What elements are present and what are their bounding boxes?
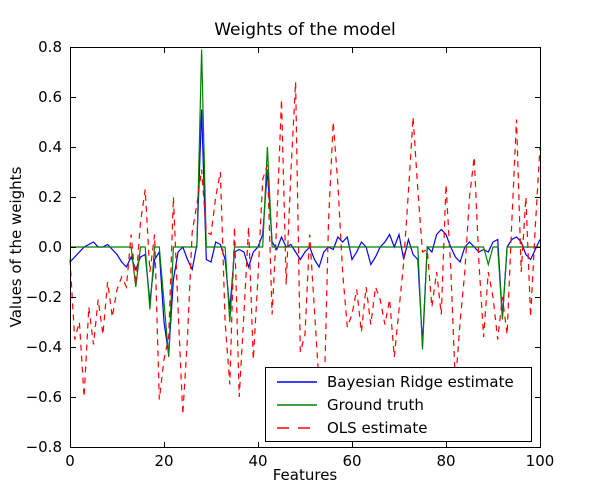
axes-frame-and-ticks (70, 47, 541, 448)
x-tick-label: 0 (65, 452, 75, 470)
y-tick-label: 0.4 (38, 138, 62, 156)
x-axis-label: Features (272, 466, 338, 484)
y-tick-label: −0.6 (26, 388, 62, 406)
x-tick-label: 40 (248, 452, 267, 470)
y-tick-label: 0.2 (38, 188, 62, 206)
y-tick-label: −0.2 (26, 288, 62, 306)
legend-label-ols-estimate: OLS estimate (327, 419, 427, 437)
x-tick-label: 60 (342, 452, 361, 470)
legend-label-ground-truth: Ground truth (327, 396, 424, 414)
series-line-ols-estimate (69, 81, 541, 415)
y-tick-label: 0.6 (38, 88, 62, 106)
y-tick-label: 0.0 (38, 238, 62, 256)
plot-frame (70, 47, 541, 448)
x-tick-label: 100 (526, 452, 555, 470)
y-tick-label: −0.4 (26, 338, 62, 356)
legend-label-bayesian-ridge-estimate: Bayesian Ridge estimate (327, 373, 514, 391)
y-tick-label: −0.8 (26, 438, 62, 456)
chart-title: Weights of the model (214, 20, 396, 40)
series-line-bayesian-ridge-estimate (69, 109, 541, 355)
x-tick-label: 80 (436, 452, 455, 470)
tick-labels: 0 20 40 60 80 100 −0.8 −0.6 −0.4 −0.2 0.0 0.2 0.4 0.6… (26, 38, 555, 470)
x-tick-label: 20 (154, 452, 173, 470)
y-tick-label: 0.8 (38, 38, 62, 56)
series-lines (69, 49, 541, 415)
legend: Bayesian Ridge estimate Ground truth OLS e… (265, 367, 532, 442)
series-line-ground-truth (70, 49, 540, 358)
